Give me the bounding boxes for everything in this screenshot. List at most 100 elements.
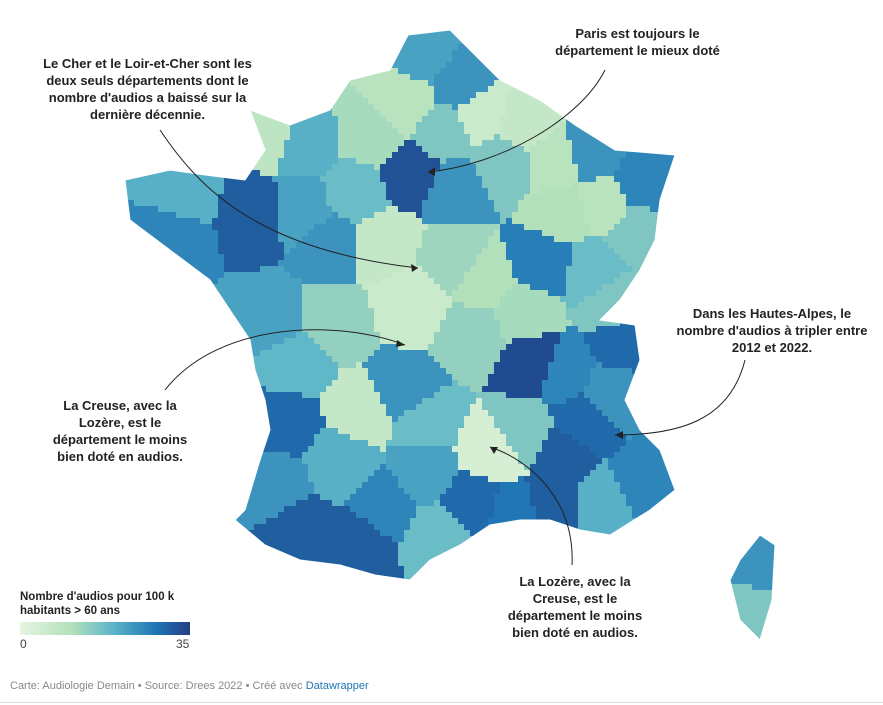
department-cell	[314, 62, 321, 69]
department-cell	[596, 152, 603, 159]
department-cell	[434, 38, 441, 45]
department-cell	[638, 176, 645, 183]
department-cell	[506, 146, 513, 153]
department-cell	[134, 146, 141, 153]
department-cell	[626, 236, 633, 243]
department-cell	[272, 272, 279, 279]
department-cell	[716, 110, 723, 117]
department-cell	[308, 224, 315, 231]
department-cell	[782, 128, 789, 135]
department-cell	[770, 92, 775, 99]
department-cell	[572, 272, 579, 279]
department-cell	[434, 164, 441, 171]
department-cell	[362, 32, 369, 39]
department-cell	[584, 86, 591, 93]
department-cell	[656, 248, 663, 255]
department-cell	[656, 86, 663, 93]
department-cell	[716, 242, 723, 249]
department-cell	[572, 62, 579, 69]
department-cell	[128, 272, 135, 279]
department-cell	[356, 236, 363, 243]
department-cell	[140, 260, 147, 267]
department-cell	[314, 104, 321, 111]
department-cell	[332, 134, 339, 141]
department-cell	[260, 44, 267, 51]
department-cell	[152, 206, 159, 213]
department-cell	[788, 140, 795, 147]
department-cell	[620, 86, 627, 93]
department-cell	[656, 104, 663, 111]
department-cell	[206, 206, 213, 213]
department-cell	[206, 212, 213, 219]
department-cell	[584, 242, 591, 249]
department-cell	[686, 98, 693, 105]
department-cell	[326, 278, 333, 285]
department-cell	[344, 206, 351, 213]
department-cell	[680, 206, 687, 213]
department-cell	[638, 68, 645, 75]
department-cell	[278, 260, 285, 267]
department-cell	[380, 74, 387, 81]
department-cell	[740, 74, 747, 81]
department-cell	[776, 20, 783, 27]
department-cell	[158, 218, 165, 225]
department-cell	[542, 194, 549, 201]
department-cell	[572, 92, 579, 99]
department-cell	[314, 164, 321, 171]
department-cell	[554, 206, 561, 213]
department-cell	[668, 248, 675, 255]
department-cell	[302, 212, 309, 219]
department-cell	[734, 152, 741, 159]
department-cell	[338, 194, 345, 201]
department-cell	[374, 164, 381, 171]
department-cell	[158, 260, 165, 267]
department-cell	[716, 152, 723, 159]
department-cell	[704, 158, 711, 165]
department-cell	[710, 200, 717, 207]
department-cell	[170, 224, 177, 231]
department-cell	[248, 30, 255, 33]
department-cell	[734, 158, 741, 165]
department-cell	[482, 110, 489, 117]
department-cell	[392, 80, 399, 87]
department-cell	[488, 134, 495, 141]
department-cell	[230, 218, 237, 225]
department-cell	[242, 38, 249, 45]
department-cell	[386, 272, 393, 279]
department-cell	[200, 134, 207, 141]
department-cell	[728, 104, 735, 111]
department-cell	[716, 164, 723, 171]
department-cell	[698, 110, 705, 117]
department-cell	[440, 44, 447, 51]
department-cell	[224, 32, 231, 39]
department-cell	[476, 110, 483, 117]
department-cell	[710, 224, 717, 231]
department-cell	[530, 146, 537, 153]
department-cell	[374, 194, 381, 201]
department-cell	[698, 86, 705, 93]
department-cell	[716, 254, 723, 261]
department-cell	[452, 206, 459, 213]
department-cell	[602, 236, 609, 243]
department-cell	[464, 272, 471, 279]
department-cell	[584, 182, 591, 189]
department-cell	[626, 230, 633, 237]
department-cell	[440, 140, 447, 147]
department-cell	[638, 86, 645, 93]
department-cell	[764, 152, 771, 159]
department-cell	[344, 158, 351, 165]
department-cell	[488, 30, 495, 33]
department-cell	[584, 224, 591, 231]
department-cell	[578, 164, 585, 171]
department-cell	[434, 266, 441, 273]
department-cell	[668, 146, 675, 153]
department-cell	[770, 146, 775, 153]
department-cell	[722, 236, 729, 243]
department-cell	[506, 38, 513, 45]
department-cell	[668, 62, 675, 69]
department-cell	[326, 50, 333, 57]
department-cell	[548, 98, 555, 105]
department-cell	[182, 30, 189, 33]
department-cell	[476, 80, 483, 87]
department-cell	[722, 68, 729, 75]
